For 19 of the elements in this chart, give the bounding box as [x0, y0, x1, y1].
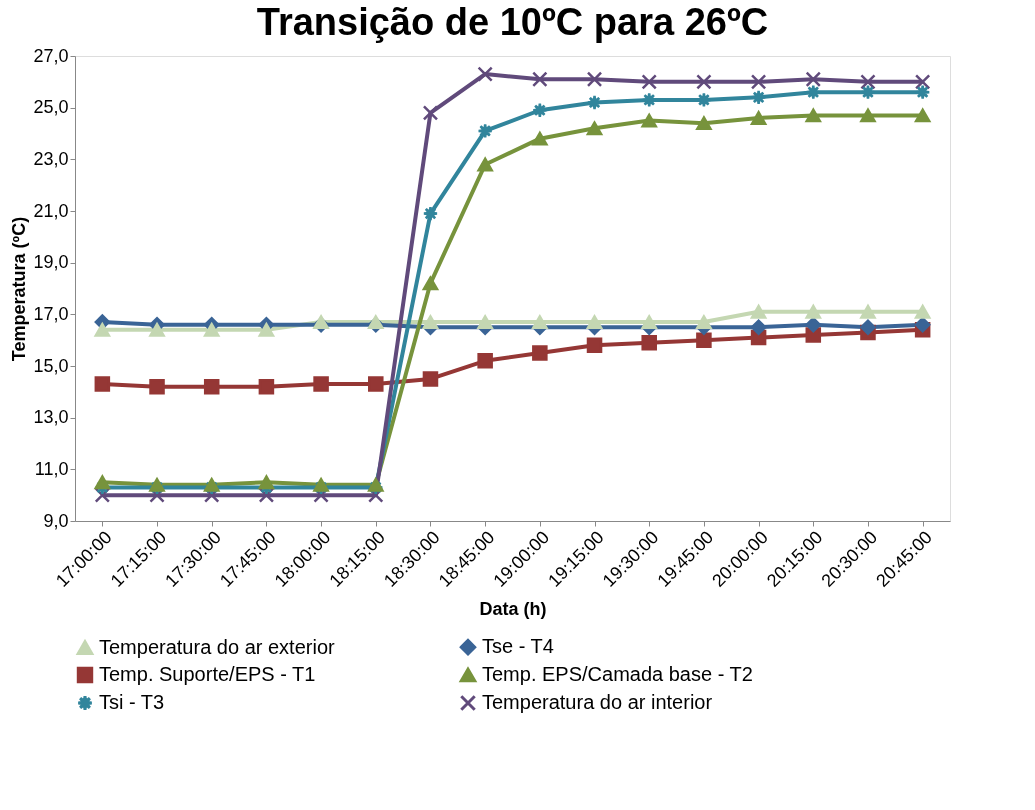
legend-label: Tsi - T3 — [99, 691, 165, 713]
y-tick-label: 25,0 — [33, 97, 69, 118]
y-tick-label: 27,0 — [33, 45, 69, 66]
y-tick-label: 9,0 — [43, 510, 69, 531]
legend-label: Temperatura do ar exterior — [99, 635, 335, 658]
legend-label: Temp. Suporte/EPS - T1 — [99, 663, 316, 685]
x-axis-title: Data (h) — [479, 598, 547, 619]
chart-title: Transição de 10ºC para 26ºC — [256, 1, 769, 43]
y-tick-label: 13,0 — [33, 407, 69, 428]
y-tick-label: 15,0 — [33, 355, 69, 376]
legend-label: Tse - T4 — [482, 635, 554, 658]
legend-label: Temperatura do ar interior — [482, 691, 713, 713]
y-tick-label: 23,0 — [33, 148, 69, 169]
y-tick-label: 17,0 — [33, 303, 69, 324]
y-tick-label: 19,0 — [33, 252, 69, 273]
y-tick-label: 21,0 — [33, 200, 69, 221]
legend-label: Temp. EPS/Camada base - T2 — [482, 663, 753, 685]
y-axis-title: Temperatura (ºC) — [9, 216, 30, 362]
y-tick-label: 11,0 — [34, 458, 69, 479]
